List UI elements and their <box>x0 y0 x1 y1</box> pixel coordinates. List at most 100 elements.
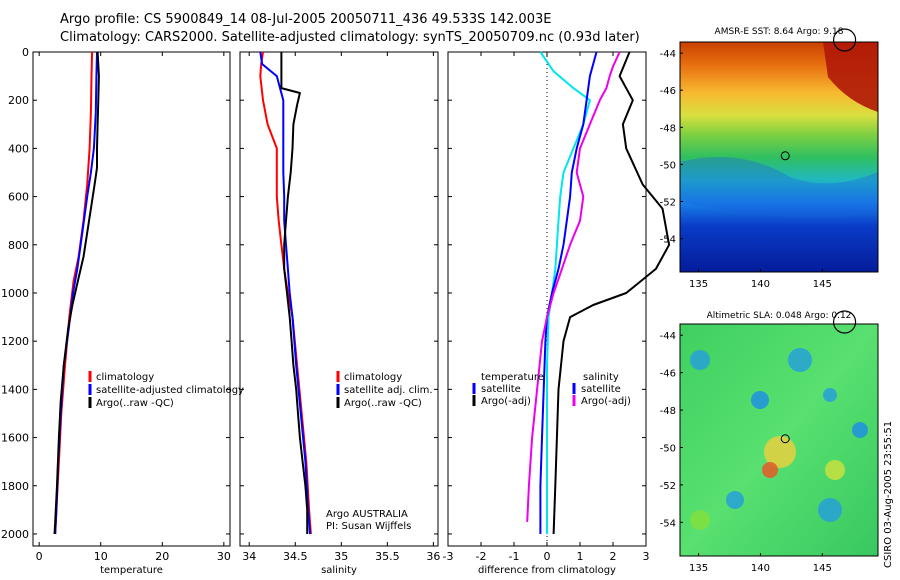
x-axis-label: difference from climatology <box>478 565 616 576</box>
y-tick-label: 2000 <box>1 528 29 541</box>
timestamp-footer: CSIRO 03-Aug-2005 23:55:51 <box>883 421 894 568</box>
y-tick-label: -54 <box>660 235 676 246</box>
x-tick-label: 0 <box>544 550 551 563</box>
series-line-temperature-satellite <box>539 51 591 534</box>
annotation-line: PI: Susan Wijffels <box>326 521 411 532</box>
x-tick-label: 135 <box>689 279 708 290</box>
y-tick-label: -54 <box>660 518 676 529</box>
legend-entry: satellite <box>481 384 521 395</box>
x-tick-label: 34.5 <box>283 550 308 563</box>
x-tick-label: 35 <box>334 550 348 563</box>
legend-difference: temperature salinitysatelliteArgo(-adj)sa… <box>472 372 631 407</box>
figure-title-line-2: Climatology: CARS2000. Satellite-adjuste… <box>60 30 640 45</box>
legend-entry: satellite-adjusted climatology <box>96 385 244 396</box>
anomaly-blob <box>764 436 796 468</box>
map-sst-map: AMSR-E SST: 8.64 Argo: 9.18 135 140 145 -44 -… <box>660 27 879 290</box>
argo-location-marker <box>780 151 790 161</box>
x-tick-label: 20 <box>155 550 169 563</box>
y-tick-label: -48 <box>660 123 676 134</box>
anomaly-blob <box>852 422 868 438</box>
y-tick-label: 400 <box>8 142 29 155</box>
map-frame <box>679 41 879 273</box>
y-tick-label: -48 <box>660 406 676 417</box>
x-tick-label: 10 <box>94 550 108 563</box>
y-tick-label: 600 <box>8 191 29 204</box>
y-tick-label: -44 <box>660 331 676 342</box>
x-tick-label: 3 <box>643 550 650 563</box>
y-tick-label: 200 <box>8 94 29 107</box>
cold-front-band <box>680 157 878 218</box>
y-tick-label: -46 <box>660 86 676 97</box>
x-tick-label: 145 <box>813 563 832 574</box>
highlight-circle <box>832 310 857 334</box>
legend-header-salinity: salinity <box>583 372 619 383</box>
anomaly-blob <box>690 350 710 370</box>
x-axis-label: temperature <box>100 565 163 576</box>
anomaly-blob <box>762 462 778 478</box>
anomaly-blob <box>690 510 710 530</box>
map-title: Altimetric SLA: 0.048 Argo: 0.12 <box>707 311 852 321</box>
y-tick-label: 800 <box>8 239 29 252</box>
plot-frame <box>32 51 231 547</box>
y-tick-label: -50 <box>660 160 676 171</box>
legend-entry: satellite adj. clim. <box>344 385 433 396</box>
annotation-line: Argo AUSTRALIA <box>326 509 408 520</box>
legend-entry: satellite <box>581 384 621 395</box>
anomaly-blob <box>788 348 812 372</box>
highlight-circle <box>832 28 857 52</box>
legend-entry: Argo(..raw -QC) <box>344 398 422 409</box>
x-tick-label: 135 <box>689 563 708 574</box>
series-line-argo-raw-qc- <box>280 52 309 534</box>
x-axis-label: salinity <box>321 565 357 576</box>
anomaly-blob <box>751 391 769 409</box>
x-tick-label: 34 <box>242 550 256 563</box>
legend-salinity: climatology satellite adj. clim. Argo(..ra… <box>336 371 433 409</box>
anomaly-blob <box>818 498 842 522</box>
map-sla-map: Altimetric SLA: 0.048 Argo: 0.12 135 140 14… <box>660 310 879 574</box>
x-tick-label: -1 <box>509 550 520 563</box>
figure-title-line-1: Argo profile: CS 5900849_14 08-Jul-2005 … <box>60 12 552 27</box>
y-tick-label: 1400 <box>1 383 29 396</box>
x-tick-label: 1 <box>577 550 584 563</box>
y-tick-label: -46 <box>660 369 676 380</box>
panel-difference: -3 -2 -1 0 1 2 3 difference from climatology <box>443 51 671 576</box>
anomaly-blob <box>825 460 845 480</box>
y-tick-label: 1000 <box>1 287 29 300</box>
x-tick-label: -2 <box>476 550 487 563</box>
x-tick-label: 145 <box>813 279 832 290</box>
anomaly-blob <box>726 491 744 509</box>
x-tick-label: 36 <box>426 550 440 563</box>
series-line-temperature-argo-adj- <box>552 51 671 535</box>
x-tick-label: 140 <box>751 563 770 574</box>
y-tick-label: 1600 <box>1 432 29 445</box>
y-tick-label: -50 <box>660 443 676 454</box>
x-tick-label: 30 <box>217 550 231 563</box>
map-frame <box>679 323 879 557</box>
x-tick-label: 0 <box>36 550 43 563</box>
panel-salinity: 34 34.5 35 35.5 36 salinity <box>239 51 440 576</box>
series-line-salinity-argo-adj- <box>526 51 621 522</box>
series-line-salinity-satellite <box>539 51 598 534</box>
panel-temperature: 0 10 20 30 0 200 400 600 800 1000 1200 1400 1600 1800… <box>1 46 231 576</box>
legend-header-temperature: temperature <box>481 372 544 383</box>
legend-entry: climatology <box>344 372 402 383</box>
y-tick-label: 0 <box>22 46 29 59</box>
argo-location-marker <box>780 434 790 444</box>
y-tick-label: -52 <box>660 481 676 492</box>
legend-entry: climatology <box>96 372 154 383</box>
plot-frame <box>239 51 439 547</box>
y-tick-label: 1200 <box>1 335 29 348</box>
x-tick-label: -3 <box>443 550 454 563</box>
legend-entry: Argo(-adj) <box>481 396 531 407</box>
series-line-satellite-adj-clim- <box>259 51 311 535</box>
map-title: AMSR-E SST: 8.64 Argo: 9.18 <box>715 27 844 37</box>
series-line-argo-raw-qc- <box>53 51 100 535</box>
legend-temperature: climatology satellite-adjusted climatolog… <box>88 371 244 409</box>
y-tick-label: -52 <box>660 198 676 209</box>
y-tick-label: 1800 <box>1 480 29 493</box>
legend-entry: Argo(..raw -QC) <box>96 398 174 409</box>
x-tick-label: 140 <box>751 279 770 290</box>
x-tick-label: 35.5 <box>375 550 400 563</box>
